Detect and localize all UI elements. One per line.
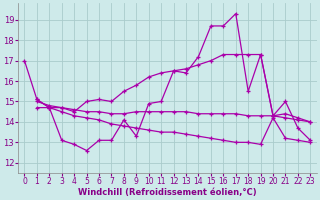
X-axis label: Windchill (Refroidissement éolien,°C): Windchill (Refroidissement éolien,°C) bbox=[78, 188, 257, 197]
